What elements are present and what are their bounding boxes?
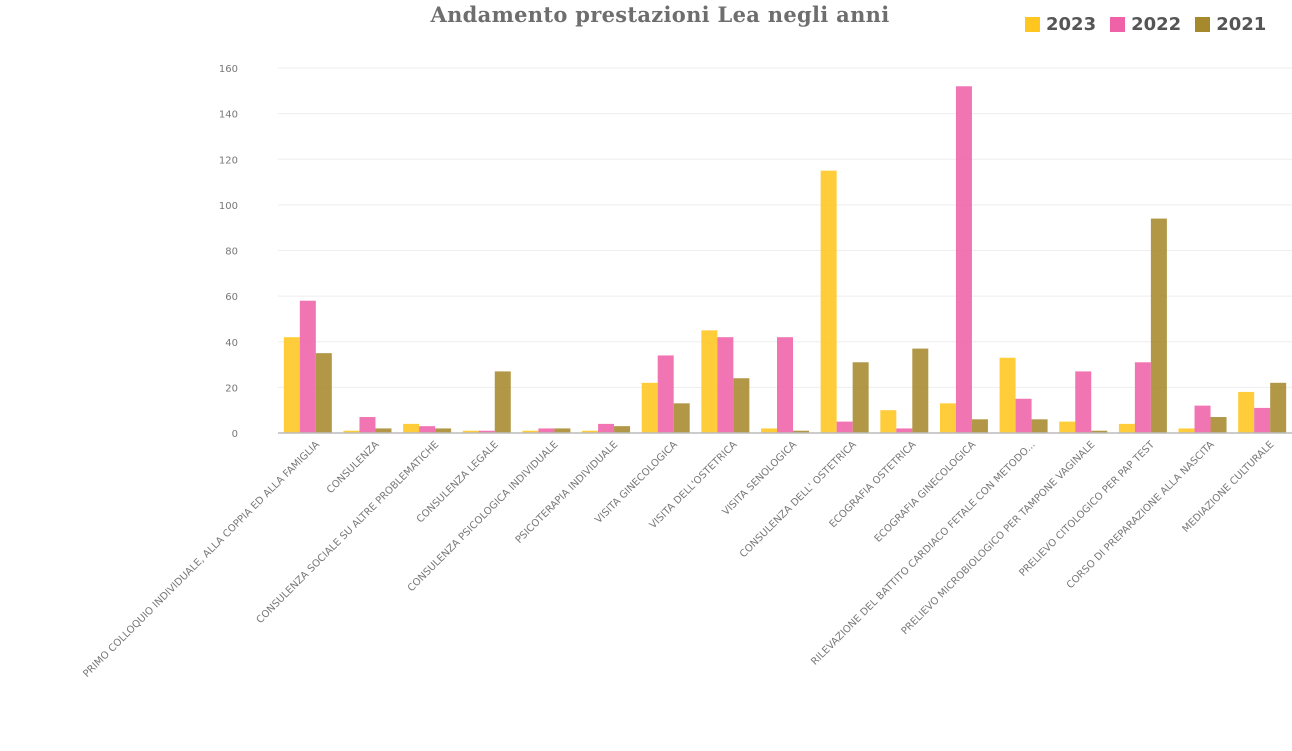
x-tick-label: RILEVAZIONE DEL BATTITO CARDIACO FETALE … <box>809 439 1037 667</box>
bar-2023-6[interactable] <box>641 382 658 433</box>
legend-swatch-2022 <box>1110 17 1126 32</box>
legend-label-2021: 2021 <box>1216 14 1267 35</box>
y-tick-label: 100 <box>219 201 238 212</box>
bar-2021-7[interactable] <box>733 378 750 433</box>
x-axis-ticks: PRIMO COLLOQUIO INDIVIDUALE, ALLA COPPIA… <box>81 439 1276 680</box>
bar-2022-11[interactable] <box>955 86 972 433</box>
legend-swatch-2023 <box>1025 17 1040 32</box>
bar-2022-7[interactable] <box>717 337 734 433</box>
bar-2023-11[interactable] <box>939 403 956 433</box>
legend-swatch-2021 <box>1195 17 1211 32</box>
bar-2021-13[interactable] <box>1091 430 1108 433</box>
bar-2021-10[interactable] <box>912 348 929 433</box>
bar-2023-14[interactable] <box>1118 423 1135 433</box>
bar-2022-6[interactable] <box>657 355 674 433</box>
y-tick-label: 120 <box>219 155 238 166</box>
bar-2021-8[interactable] <box>793 430 809 433</box>
bar-2023-0[interactable] <box>283 337 300 433</box>
bar-2021-0[interactable] <box>315 353 332 433</box>
bar-2023-4[interactable] <box>522 430 539 433</box>
x-tick-label: PRELIEVO CITOLOGICO PER PAP TEST <box>1017 439 1157 579</box>
y-tick-label: 60 <box>225 292 238 303</box>
bar-2022-3[interactable] <box>478 430 495 433</box>
y-tick-label: 80 <box>225 247 238 258</box>
bar-2021-16[interactable] <box>1270 382 1287 433</box>
bar-2021-14[interactable] <box>1150 218 1167 433</box>
bar-2022-5[interactable] <box>598 423 615 433</box>
bar-2022-2[interactable] <box>419 426 436 433</box>
bar-2023-15[interactable] <box>1178 428 1195 433</box>
y-tick-label: 40 <box>225 338 238 349</box>
bar-2023-3[interactable] <box>462 430 479 433</box>
bar-2023-7[interactable] <box>701 330 718 433</box>
bar-2021-1[interactable] <box>375 428 392 433</box>
x-tick-label: PSICOTERAPIA INDIVIDUALE <box>514 439 620 545</box>
x-tick-label: PRIMO COLLOQUIO INDIVIDUALE, ALLA COPPIA… <box>81 439 322 680</box>
bar-2021-3[interactable] <box>494 371 511 433</box>
x-tick-label: ECOGRAFIA GINECOLOGICA <box>873 439 978 544</box>
bar-2023-1[interactable] <box>343 430 360 433</box>
x-tick-label: CONSULENZA <box>325 439 382 496</box>
bar-2022-8[interactable] <box>777 337 793 433</box>
legend-label-2023: 2023 <box>1046 14 1097 35</box>
chart-title: Andamento prestazioni Lea negli anni <box>430 2 890 27</box>
bar-2023-12[interactable] <box>999 357 1016 433</box>
bar-2022-13[interactable] <box>1075 371 1092 433</box>
bar-2022-0[interactable] <box>299 300 316 433</box>
bar-2022-4[interactable] <box>538 428 555 433</box>
bar-2022-14[interactable] <box>1134 362 1151 433</box>
y-tick-label: 20 <box>225 383 238 394</box>
bar-2021-11[interactable] <box>971 419 988 433</box>
bar-2023-10[interactable] <box>880 410 897 433</box>
bar-2021-6[interactable] <box>673 403 690 433</box>
bar-2021-12[interactable] <box>1031 419 1048 433</box>
y-axis-ticks: 0 20 40 60 80 100 120 140 160 <box>219 64 238 440</box>
legend-item-2022[interactable]: 2022 <box>1110 14 1181 35</box>
bars <box>283 86 1287 433</box>
bar-2021-15[interactable] <box>1210 417 1227 433</box>
bar-2023-16[interactable] <box>1238 391 1255 433</box>
bar-2023-8[interactable] <box>761 428 777 433</box>
bar-2022-16[interactable] <box>1254 407 1271 433</box>
bar-2022-9[interactable] <box>836 421 853 433</box>
legend-item-2023[interactable]: 2023 <box>1025 14 1096 35</box>
bar-2021-2[interactable] <box>435 428 452 433</box>
bar-2022-15[interactable] <box>1194 405 1211 433</box>
legend-label-2022: 2022 <box>1131 14 1182 35</box>
bar-2023-13[interactable] <box>1059 421 1076 433</box>
bar-2022-10[interactable] <box>896 428 913 433</box>
bar-2021-5[interactable] <box>614 426 631 433</box>
bar-2023-2[interactable] <box>403 423 420 433</box>
x-tick-label: CONSULENZA DELL' OSTETRICA <box>738 439 859 560</box>
legend: 2023 2022 2021 <box>1025 14 1266 35</box>
bar-2022-1[interactable] <box>359 417 376 433</box>
bar-2021-4[interactable] <box>554 428 571 433</box>
x-tick-label: PRELIEVO MICROBIOLOGICO PER TAMPONE VAGI… <box>900 439 1098 637</box>
y-tick-label: 160 <box>219 64 238 75</box>
bar-2023-5[interactable] <box>582 430 599 433</box>
y-tick-label: 0 <box>232 429 238 440</box>
y-tick-label: 140 <box>219 110 238 121</box>
legend-item-2021[interactable]: 2021 <box>1195 14 1266 35</box>
bar-2023-9[interactable] <box>820 170 837 433</box>
bar-2022-12[interactable] <box>1015 398 1032 433</box>
bar-2021-9[interactable] <box>852 362 869 433</box>
